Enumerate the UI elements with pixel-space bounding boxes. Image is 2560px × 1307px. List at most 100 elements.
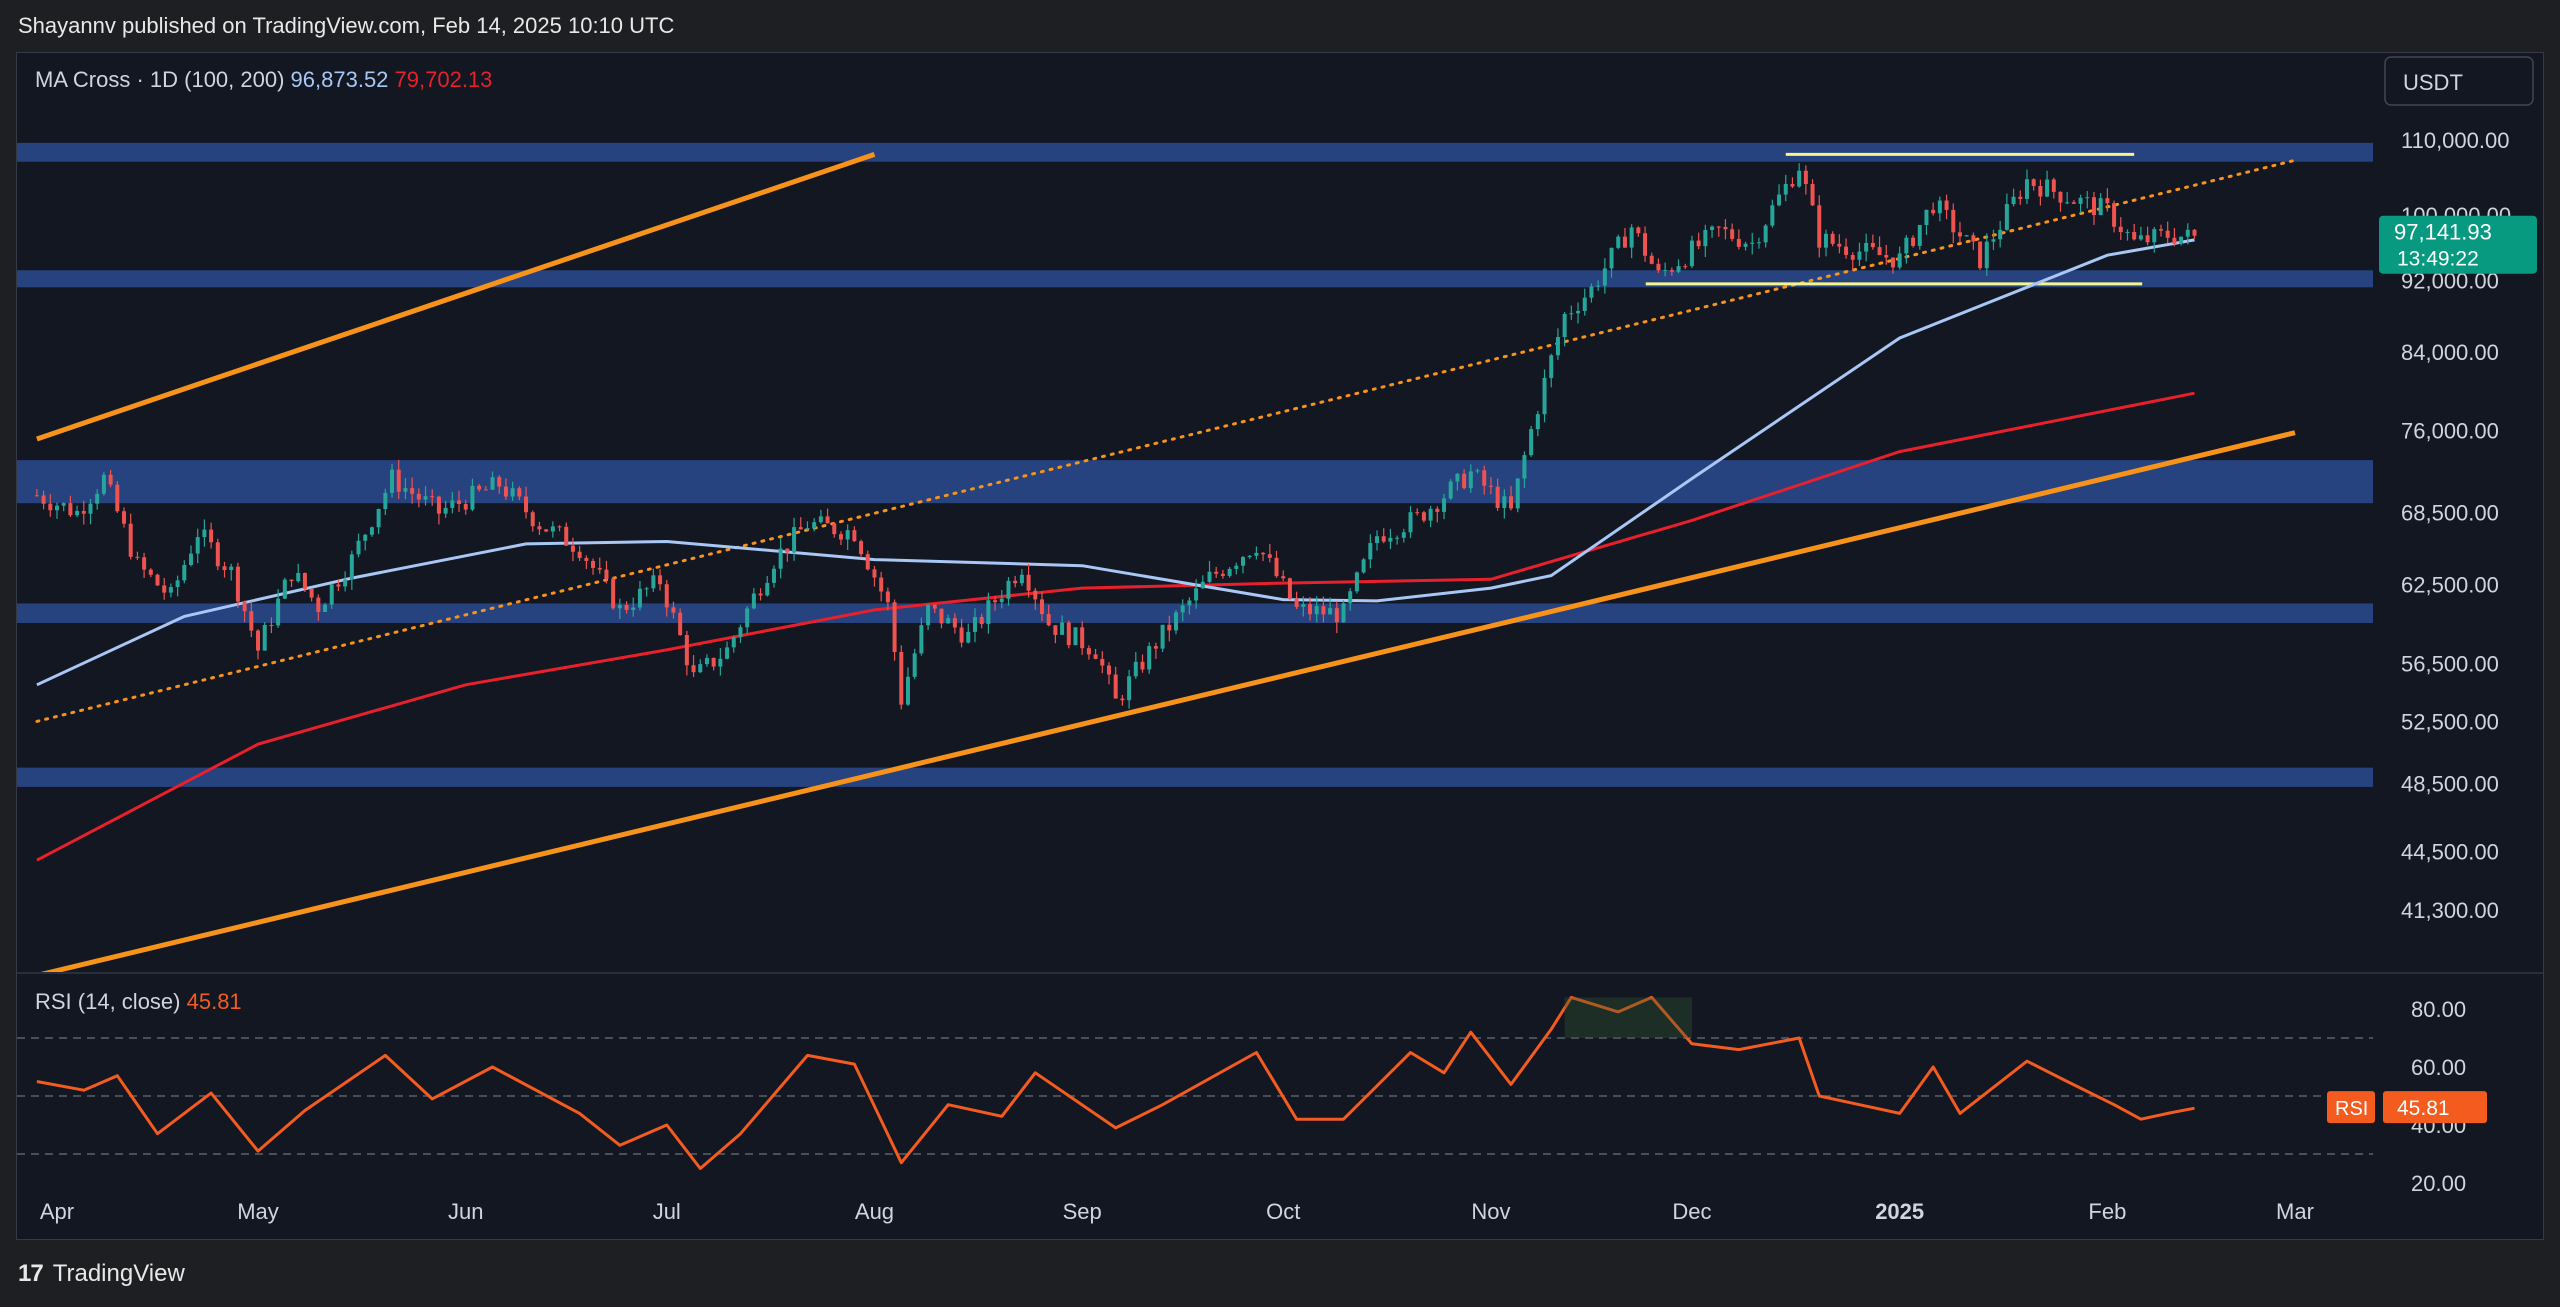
candle-body — [604, 569, 609, 579]
candle-body — [423, 496, 428, 500]
candle-body — [1569, 313, 1574, 315]
candle-body — [128, 523, 133, 557]
candle-body — [919, 625, 924, 654]
candle-body — [1710, 226, 1715, 230]
candle-body — [524, 496, 529, 513]
candle-body — [557, 526, 562, 528]
candle-body — [88, 503, 93, 514]
candle-body — [1529, 429, 1534, 456]
candle-body — [1361, 559, 1366, 573]
candle-body — [483, 489, 488, 491]
candle-body — [1066, 622, 1071, 646]
candle-body — [1683, 266, 1688, 268]
candle-body — [1308, 604, 1313, 615]
candle-body — [1127, 676, 1132, 701]
candle-body — [2004, 204, 2009, 230]
candle-body — [1234, 565, 1239, 569]
candle-body — [1770, 205, 1775, 226]
price-tick-label: 52,500.00 — [2401, 709, 2499, 734]
candle-body — [155, 574, 160, 586]
candle-body — [1837, 243, 1842, 247]
candle-body — [1207, 571, 1212, 582]
candle-body — [503, 486, 508, 497]
candle-body — [1442, 498, 1447, 512]
tradingview-brand: TradingView — [52, 1260, 185, 1287]
candle-body — [343, 579, 348, 587]
candle-body — [1388, 537, 1393, 542]
candle-body — [457, 500, 462, 505]
rsi-legend: RSI (14, close) 45.81 — [35, 989, 242, 1014]
candle-body — [1147, 646, 1152, 670]
candle-body — [289, 579, 294, 582]
candle-body — [725, 647, 730, 659]
candle-body — [1904, 237, 1909, 254]
candle-body — [892, 602, 897, 653]
candle-body — [2192, 229, 2197, 236]
candle-body — [309, 588, 314, 598]
candle-body — [1515, 478, 1520, 509]
candle-body — [162, 585, 167, 593]
candle-body — [1549, 355, 1554, 378]
candle-body — [2085, 197, 2090, 199]
candle-body — [1542, 377, 1547, 415]
candle-body — [993, 600, 998, 603]
candle-body — [148, 569, 153, 575]
candle-body — [2172, 237, 2177, 244]
candle-body — [946, 618, 951, 624]
candle-body — [1026, 574, 1031, 591]
tradingview-footer[interactable]: 17 TradingView — [18, 1252, 185, 1296]
candle-body — [1214, 571, 1219, 574]
candle-body — [1220, 573, 1225, 576]
candle-body — [1703, 229, 1708, 247]
rsi-pane — [17, 995, 2373, 1170]
candle-body — [838, 534, 843, 540]
candle-body — [1589, 286, 1594, 298]
candle-body — [1656, 263, 1661, 271]
candle-body — [1803, 170, 1808, 184]
last-price-value: 97,141.93 — [2394, 220, 2492, 245]
candle-body — [1455, 473, 1460, 482]
price-tick-label: 44,500.00 — [2401, 839, 2499, 864]
candle-body — [1482, 470, 1487, 486]
candle-body — [758, 593, 763, 596]
candle-body — [48, 503, 53, 511]
candle-body — [1576, 310, 1581, 314]
candle-body — [1093, 654, 1098, 659]
candle-body — [1716, 226, 1721, 228]
candle-body — [999, 598, 1004, 603]
chart-frame[interactable]: 110,000.00 100,000.00 92,000.00 84,000.00 76… — [16, 52, 2544, 1240]
candle-body — [1200, 581, 1205, 589]
candle-body — [879, 577, 884, 592]
candle-body — [2018, 196, 2023, 199]
candle-body — [1777, 194, 1782, 206]
candle-body — [2179, 236, 2184, 244]
date-tick-label: Mar — [2276, 1199, 2314, 1224]
candle-body — [477, 485, 482, 490]
candle-body — [122, 511, 127, 524]
candle-body — [1274, 557, 1279, 577]
candle-body — [349, 554, 354, 580]
bar-countdown: 13:49:22 — [2397, 248, 2479, 271]
candle-body — [296, 573, 301, 582]
currency-button — [2384, 56, 2534, 106]
candle-body — [1341, 603, 1346, 623]
candle-body — [2098, 198, 2103, 216]
candle-body — [168, 587, 173, 593]
candle-body — [410, 488, 415, 494]
chart-canvas[interactable]: 110,000.00100,000.0092,000.0084,000.0076… — [17, 53, 2543, 1239]
date-tick-label: Oct — [1266, 1199, 1300, 1224]
candle-body — [1488, 485, 1493, 487]
candle-body — [1106, 665, 1111, 675]
candle-body — [2138, 235, 2143, 240]
candle-body — [691, 665, 696, 673]
candle-body — [1857, 251, 1862, 260]
candle-body — [497, 477, 502, 487]
candle-body — [591, 560, 596, 568]
candle-body — [671, 607, 676, 613]
candle-body — [1160, 624, 1165, 649]
candle-body — [1783, 183, 1788, 195]
candle-body — [1622, 236, 1627, 248]
candle-body — [209, 529, 214, 543]
candle-body — [2011, 196, 2016, 205]
support-resistance-zone-4 — [17, 767, 2373, 787]
